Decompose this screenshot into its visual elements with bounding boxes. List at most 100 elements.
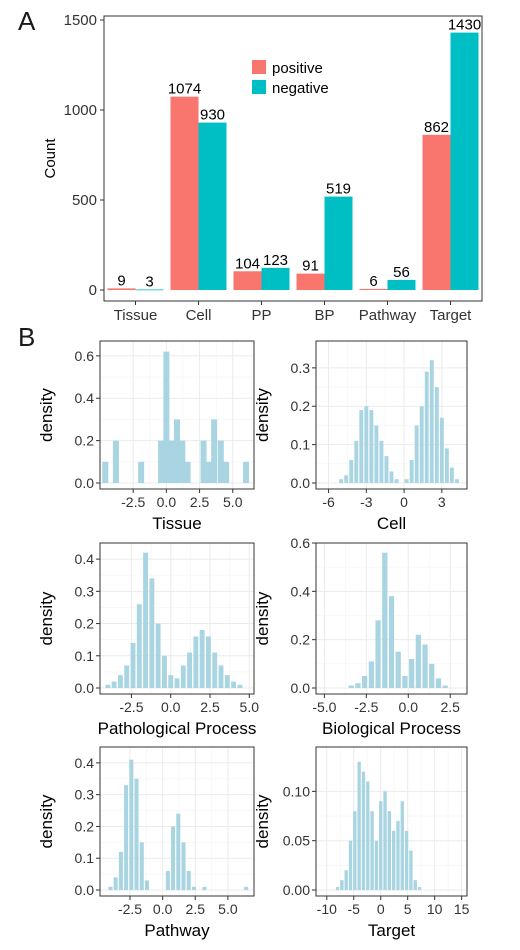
histogram-bar bbox=[394, 479, 399, 483]
x-tick-label: -2.5 bbox=[119, 699, 143, 715]
histogram-bar bbox=[118, 851, 123, 890]
plot-frame bbox=[315, 340, 468, 490]
x-tick-label: -5.0 bbox=[312, 699, 336, 715]
bar-positive bbox=[422, 134, 451, 290]
histogram-cell: 0.0 0.1 0.2 0.3 -6 -3 0 3 Cell density bbox=[253, 340, 468, 533]
x-tick-label: PP bbox=[251, 307, 271, 324]
histogram-bar bbox=[414, 425, 419, 483]
histogram-bar bbox=[370, 811, 374, 890]
histogram-bar bbox=[193, 636, 199, 688]
histogram-bar bbox=[361, 771, 366, 890]
y-tick-label: 0.3 bbox=[291, 360, 311, 376]
histogram-bar bbox=[383, 791, 387, 890]
histogram-bar bbox=[395, 651, 401, 688]
histogram-bar bbox=[211, 419, 218, 483]
x-tick-label: Cell bbox=[186, 307, 212, 324]
y-tick-label: 0.3 bbox=[75, 787, 95, 803]
histogram-bar bbox=[231, 681, 237, 688]
histogram-bar bbox=[181, 842, 186, 890]
x-tick-label: Pathway bbox=[359, 307, 417, 324]
histogram-bar bbox=[205, 636, 211, 688]
bar-value-label: 862 bbox=[424, 119, 449, 136]
histogram-bar bbox=[136, 604, 142, 688]
histogram-bar bbox=[348, 840, 353, 890]
histogram-bar bbox=[243, 461, 250, 483]
x-axis-label: Cell bbox=[377, 514, 406, 533]
y-tick-label: 0.0 bbox=[75, 680, 95, 696]
plot-border bbox=[99, 542, 255, 695]
y-tick-label: 0.2 bbox=[75, 433, 95, 449]
histogram-bar bbox=[409, 850, 413, 890]
bar-value-label: 1074 bbox=[168, 81, 201, 98]
bar-negative bbox=[135, 289, 164, 291]
x-tick-label: BP bbox=[314, 307, 334, 324]
x-tick-label: Tissue bbox=[114, 307, 158, 324]
histogram-target: 0.00 0.05 0.10 -10 -5 0 5 10 15 Target density bbox=[253, 746, 470, 940]
histogram-bar bbox=[439, 417, 444, 483]
x-tick-label: 0 bbox=[400, 494, 408, 510]
histogram-bar bbox=[409, 659, 415, 688]
plot-frame bbox=[99, 542, 255, 695]
y-tick-label: 0 bbox=[89, 282, 97, 299]
histogram-bar bbox=[449, 467, 454, 483]
histogram-biological-process: 0.0 0.2 0.4 0.6 -5.0 -2.5 0.0 2.5 Biological Pro… bbox=[253, 535, 468, 738]
histogram-bar bbox=[335, 887, 340, 890]
y-tick-label: 0.4 bbox=[75, 551, 95, 567]
plot-border bbox=[315, 746, 468, 897]
histogram-bar bbox=[158, 440, 165, 483]
histogram-bar bbox=[417, 887, 422, 890]
histogram-pathological-process: 0.0 0.1 0.2 0.3 0.4 -2.5 0.0 2.5 5.0 Pathological… bbox=[37, 542, 259, 738]
histogram-bar bbox=[364, 406, 369, 483]
bar-positive bbox=[170, 96, 199, 291]
y-tick-label: 0.6 bbox=[75, 348, 95, 364]
histogram-bar bbox=[419, 406, 424, 483]
histogram-bar bbox=[105, 684, 111, 688]
histogram-bar bbox=[176, 813, 181, 890]
x-tick-label: -2.5 bbox=[118, 901, 142, 917]
histogram-bar bbox=[344, 475, 349, 483]
histogram-bar bbox=[402, 675, 408, 688]
histogram-bar bbox=[223, 461, 230, 483]
y-tick-label: 0.3 bbox=[75, 583, 95, 599]
histogram-bar bbox=[191, 886, 197, 890]
bar-negative bbox=[324, 196, 353, 290]
histogram-bar bbox=[102, 461, 109, 483]
histogram-bar bbox=[165, 870, 170, 890]
x-tick-label: 3 bbox=[438, 494, 446, 510]
histogram-bar bbox=[199, 630, 205, 688]
x-tick-label: 5.0 bbox=[218, 901, 238, 917]
histogram-bar bbox=[442, 685, 448, 688]
x-tick-label: -10 bbox=[317, 901, 337, 917]
y-tick-label: 0.4 bbox=[75, 755, 95, 771]
panel-b-label: B bbox=[18, 322, 36, 352]
x-tick-label: -5 bbox=[348, 901, 361, 917]
x-tick-label: 2.5 bbox=[440, 699, 460, 715]
histogram-bar bbox=[144, 880, 150, 890]
histogram-bar bbox=[359, 410, 364, 483]
y-axis-label: density bbox=[253, 388, 272, 442]
histogram-bar bbox=[429, 663, 435, 688]
plot-frame bbox=[103, 15, 483, 302]
histogram-bar bbox=[174, 419, 180, 483]
bar-value-label: 9 bbox=[117, 272, 125, 289]
panel-a-label: A bbox=[18, 6, 36, 36]
y-tick-label: 0.00 bbox=[283, 882, 310, 898]
y-tick-label: 0.1 bbox=[75, 850, 95, 866]
histogram-bar bbox=[444, 448, 449, 483]
bar-value-label: 519 bbox=[326, 181, 351, 198]
histogram-bar bbox=[404, 830, 409, 890]
histogram-bar bbox=[379, 801, 383, 890]
y-axis-label: density bbox=[37, 794, 56, 848]
x-tick-label: 2.5 bbox=[186, 901, 206, 917]
x-axis-label: Pathway bbox=[144, 921, 210, 940]
histogram-bar bbox=[124, 665, 130, 688]
y-tick-label: 0.2 bbox=[75, 616, 95, 632]
histogram-bar bbox=[161, 655, 167, 688]
plot-border bbox=[315, 340, 468, 490]
y-tick-label: 0.2 bbox=[75, 818, 95, 834]
bar-positive bbox=[359, 288, 388, 290]
y-axis-label: density bbox=[253, 591, 272, 645]
x-axis-label: Biological Process bbox=[322, 719, 461, 738]
